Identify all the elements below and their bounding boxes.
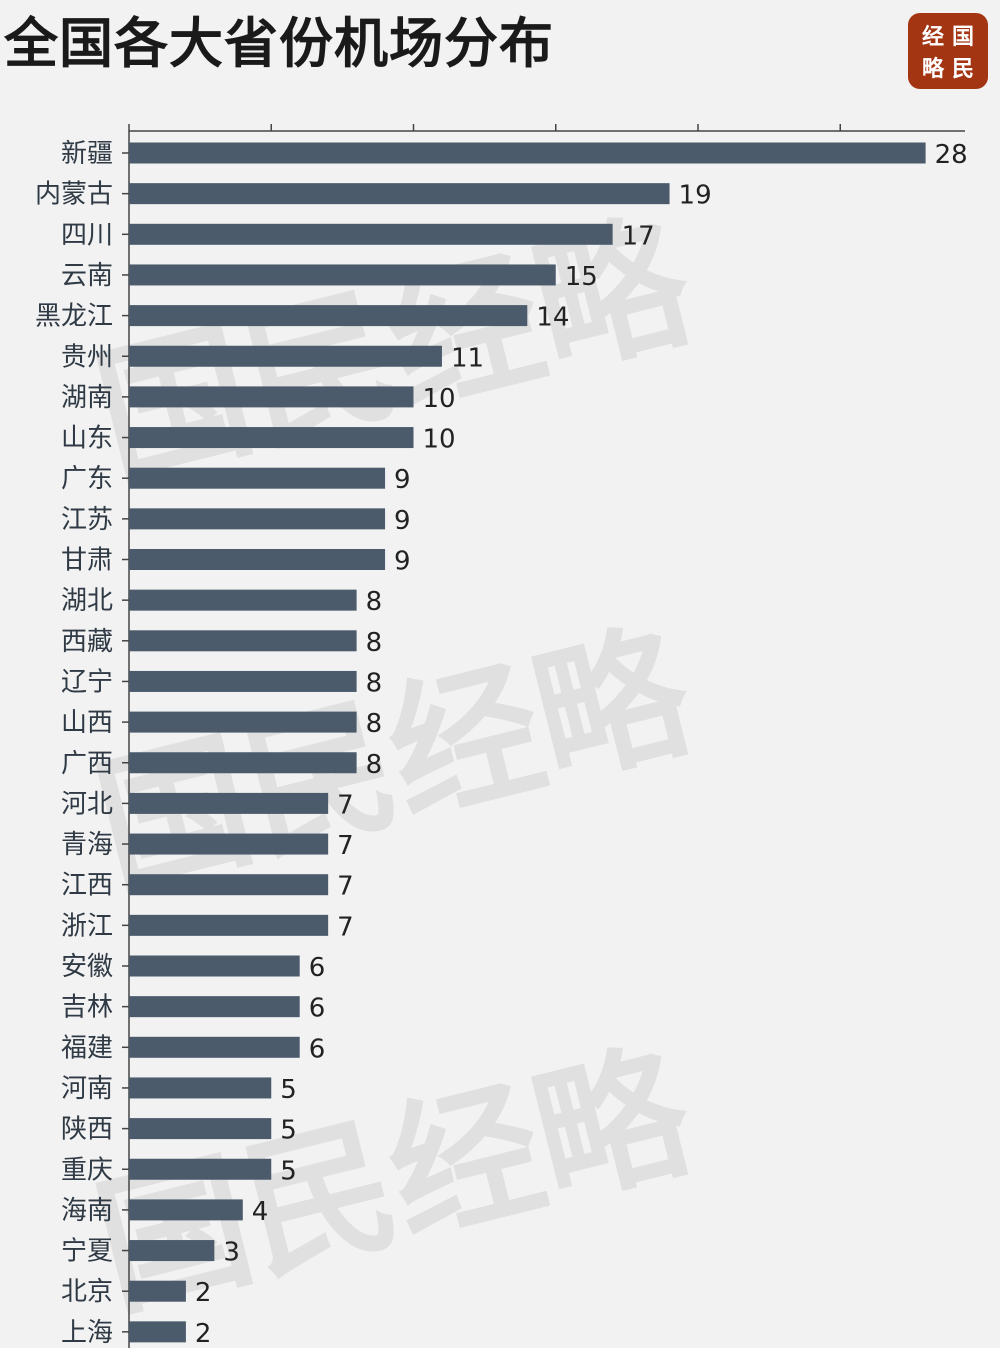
category-label: 河南 (61, 1074, 113, 1104)
category-label: 云南 (61, 261, 113, 291)
category-label: 江西 (61, 871, 113, 901)
category-label: 上海 (61, 1318, 113, 1348)
value-label: 6 (309, 994, 326, 1024)
value-label: 8 (366, 709, 383, 739)
bar (129, 833, 329, 855)
bar (129, 223, 613, 245)
category-label: 宁夏 (61, 1237, 113, 1267)
value-label: 8 (366, 628, 383, 658)
bar (129, 874, 329, 896)
category-label: 广西 (61, 749, 113, 779)
value-label: 14 (536, 303, 569, 333)
bar (129, 589, 357, 611)
bar (129, 792, 329, 814)
bar (129, 345, 442, 367)
bar (129, 467, 386, 489)
value-label: 17 (622, 221, 655, 251)
bar (129, 1280, 186, 1302)
value-label: 8 (366, 668, 383, 698)
value-label: 4 (252, 1197, 269, 1227)
value-label: 28 (935, 140, 968, 170)
category-label: 山东 (61, 424, 113, 454)
bar (129, 1077, 272, 1099)
value-label: 15 (565, 262, 598, 292)
value-label: 7 (337, 831, 354, 861)
bar (129, 630, 357, 652)
logo-char: 略 (921, 56, 944, 82)
category-label: 辽宁 (61, 667, 113, 697)
value-label: 2 (195, 1319, 212, 1348)
category-label: 山西 (61, 708, 113, 738)
category-label: 新疆 (61, 139, 113, 169)
value-label: 19 (679, 181, 712, 211)
category-label: 重庆 (61, 1155, 113, 1185)
category-label: 青海 (61, 830, 113, 860)
value-label: 9 (394, 547, 411, 577)
value-label: 9 (394, 465, 411, 495)
bar (129, 183, 670, 205)
bar (129, 549, 386, 570)
category-label: 浙江 (61, 911, 113, 941)
category-label: 湖南 (61, 383, 113, 413)
bar (129, 508, 386, 530)
brand-logo: 经 国 略 民 (908, 13, 988, 89)
logo-char: 经 (921, 24, 944, 50)
value-label: 7 (337, 912, 354, 942)
category-label: 河北 (61, 789, 113, 819)
bar (129, 305, 528, 327)
value-label: 7 (337, 790, 354, 820)
value-label: 5 (280, 1116, 297, 1146)
category-label: 陕西 (61, 1115, 113, 1145)
bar (129, 1321, 186, 1343)
logo-char: 民 (951, 56, 974, 82)
bar (129, 996, 300, 1018)
bar (129, 1199, 243, 1221)
chart-title: 全国各大省份机场分布 (4, 12, 554, 75)
bar (129, 752, 357, 774)
value-label: 6 (309, 953, 326, 983)
value-label: 2 (195, 1278, 212, 1308)
category-label: 吉林 (61, 993, 113, 1023)
category-label: 西藏 (61, 627, 113, 657)
value-label: 11 (451, 343, 484, 373)
category-label: 内蒙古 (35, 180, 113, 210)
logo-char: 国 (951, 24, 974, 50)
category-label: 江苏 (61, 505, 113, 535)
bar (129, 1240, 215, 1262)
bar (129, 711, 357, 733)
value-label: 3 (223, 1238, 240, 1268)
value-label: 6 (309, 1034, 326, 1064)
value-label: 7 (337, 872, 354, 902)
value-label: 8 (366, 750, 383, 780)
bar (129, 427, 414, 449)
category-label: 福建 (61, 1033, 113, 1063)
category-label: 北京 (61, 1277, 113, 1307)
category-label: 贵州 (61, 342, 113, 372)
bar (129, 670, 357, 692)
value-label: 10 (423, 384, 456, 414)
bar (129, 1118, 272, 1140)
bar (129, 955, 300, 977)
value-label: 10 (423, 425, 456, 455)
bar (129, 142, 926, 164)
category-label: 四川 (61, 220, 113, 250)
value-label: 5 (280, 1156, 297, 1186)
category-label: 黑龙江 (35, 302, 113, 332)
bar (129, 914, 329, 936)
category-label: 安徽 (61, 952, 113, 982)
bar (129, 1036, 300, 1058)
category-label: 湖北 (61, 586, 113, 616)
bar (129, 264, 556, 286)
bar (129, 386, 414, 408)
category-label: 海南 (61, 1196, 113, 1226)
bar (129, 1158, 272, 1180)
value-label: 9 (394, 506, 411, 536)
category-label: 广东 (61, 464, 113, 494)
category-label: 甘肃 (61, 546, 113, 576)
value-label: 8 (366, 587, 383, 617)
value-label: 5 (280, 1075, 297, 1105)
